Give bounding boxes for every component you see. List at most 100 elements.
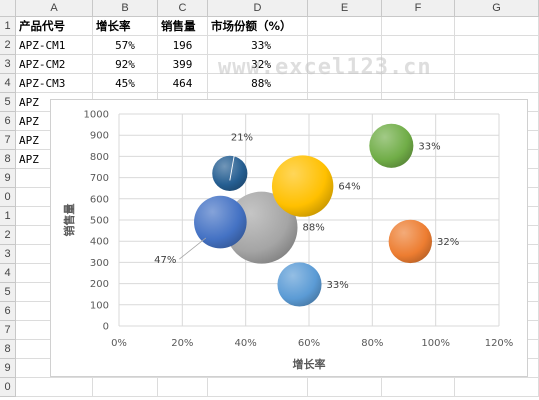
y-tick-label: 300 bbox=[90, 258, 109, 269]
row-header[interactable]: 0 bbox=[0, 378, 16, 397]
row-header[interactable]: 9 bbox=[0, 169, 16, 188]
data-label: 88% bbox=[303, 223, 325, 234]
leader-line bbox=[179, 237, 207, 260]
data-cell[interactable]: APZ-CM1 bbox=[16, 36, 93, 55]
data-cell[interactable]: 33% bbox=[208, 36, 308, 55]
empty-cell[interactable] bbox=[16, 378, 93, 397]
data-label: 21% bbox=[231, 132, 253, 143]
x-axis-ticks: 0% 20% 40% 60% 80% 100% 120% bbox=[111, 338, 513, 349]
data-cell[interactable]: 88% bbox=[208, 74, 308, 93]
data-label: 33% bbox=[327, 280, 349, 291]
data-cell[interactable]: 399 bbox=[158, 55, 208, 74]
empty-cell[interactable] bbox=[93, 378, 158, 397]
data-cell[interactable]: 196 bbox=[158, 36, 208, 55]
empty-cell[interactable] bbox=[382, 74, 455, 93]
header-cell[interactable]: 增长率 bbox=[93, 17, 158, 36]
bubble[interactable] bbox=[225, 191, 298, 264]
empty-cell[interactable] bbox=[455, 74, 539, 93]
bubble[interactable] bbox=[369, 123, 414, 168]
empty-cell[interactable] bbox=[382, 55, 455, 74]
x-tick-label: 20% bbox=[171, 338, 193, 349]
row-header[interactable]: 0 bbox=[0, 188, 16, 207]
x-tick-label: 0% bbox=[111, 338, 127, 349]
chart-canvas: 0 100 200 300 400 500 600 700 800 900 1000 0% 20% 40… bbox=[62, 110, 513, 372]
x-tick-label: 100% bbox=[421, 338, 450, 349]
bubbles bbox=[194, 123, 433, 307]
row-header[interactable]: 7 bbox=[0, 321, 16, 340]
empty-cell[interactable] bbox=[308, 17, 382, 36]
y-tick-label: 0 bbox=[103, 322, 109, 333]
row-header[interactable]: 9 bbox=[0, 359, 16, 378]
column-header-d[interactable]: D bbox=[208, 0, 308, 17]
row-header[interactable]: 1 bbox=[0, 207, 16, 226]
row-header[interactable]: 5 bbox=[0, 283, 16, 302]
row-header[interactable]: 1 bbox=[0, 17, 16, 36]
data-cell[interactable]: APZ-CM3 bbox=[16, 74, 93, 93]
data-label: 32% bbox=[437, 237, 459, 248]
y-tick-label: 500 bbox=[90, 216, 109, 227]
row-header[interactable]: 4 bbox=[0, 74, 16, 93]
select-all-corner[interactable] bbox=[0, 0, 16, 17]
column-header-b[interactable]: B bbox=[93, 0, 158, 17]
data-cell[interactable]: 32% bbox=[208, 55, 308, 74]
bubble[interactable] bbox=[194, 195, 247, 249]
empty-cell[interactable] bbox=[308, 74, 382, 93]
bubble[interactable] bbox=[388, 219, 433, 264]
x-axis-title: 增长率 bbox=[293, 357, 326, 371]
empty-cell[interactable] bbox=[382, 17, 455, 36]
row-header[interactable]: 4 bbox=[0, 264, 16, 283]
data-cell[interactable]: 57% bbox=[93, 36, 158, 55]
column-header-e[interactable]: E bbox=[308, 0, 382, 17]
empty-cell[interactable] bbox=[308, 378, 382, 397]
bubble[interactable] bbox=[271, 155, 334, 217]
data-cell[interactable]: APZ-CM2 bbox=[16, 55, 93, 74]
column-header-f[interactable]: F bbox=[382, 0, 455, 17]
empty-cell[interactable] bbox=[308, 55, 382, 74]
row-header[interactable]: 2 bbox=[0, 226, 16, 245]
header-cell[interactable]: 销售量 bbox=[158, 17, 208, 36]
empty-cell[interactable] bbox=[455, 17, 539, 36]
row-header[interactable]: 8 bbox=[0, 340, 16, 359]
data-cell[interactable]: 45% bbox=[93, 74, 158, 93]
x-tick-label: 120% bbox=[485, 338, 514, 349]
row-header[interactable]: 3 bbox=[0, 55, 16, 74]
empty-cell[interactable] bbox=[382, 378, 455, 397]
data-label: 33% bbox=[418, 141, 440, 152]
watermark: www.excel123.cn bbox=[218, 55, 432, 80]
empty-cell[interactable] bbox=[208, 378, 308, 397]
x-tick-label: 80% bbox=[361, 338, 383, 349]
y-tick-label: 700 bbox=[90, 173, 109, 184]
y-tick-label: 200 bbox=[90, 279, 109, 290]
y-tick-label: 600 bbox=[90, 194, 109, 205]
empty-cell[interactable] bbox=[455, 378, 539, 397]
y-tick-label: 1000 bbox=[84, 110, 109, 121]
leader-line bbox=[229, 146, 237, 181]
column-header-c[interactable]: C bbox=[158, 0, 208, 17]
row-header[interactable]: 8 bbox=[0, 150, 16, 169]
bubble[interactable] bbox=[212, 155, 248, 191]
y-axis-title: 销售量 bbox=[62, 204, 76, 237]
row-header[interactable]: 7 bbox=[0, 131, 16, 150]
bubble-chart[interactable]: 0 100 200 300 400 500 600 700 800 900 1000 0% 20% 40… bbox=[50, 99, 528, 377]
x-tick-label: 60% bbox=[298, 338, 320, 349]
row-header[interactable]: 3 bbox=[0, 245, 16, 264]
data-label: 64% bbox=[338, 182, 360, 193]
data-cell[interactable]: 464 bbox=[158, 74, 208, 93]
row-header[interactable]: 5 bbox=[0, 93, 16, 112]
empty-cell[interactable] bbox=[308, 36, 382, 55]
row-header[interactable]: 6 bbox=[0, 112, 16, 131]
empty-cell[interactable] bbox=[455, 36, 539, 55]
x-tick-label: 40% bbox=[235, 338, 257, 349]
column-header-a[interactable]: A bbox=[16, 0, 93, 17]
column-header-g[interactable]: G bbox=[455, 0, 539, 17]
data-cell[interactable]: 92% bbox=[93, 55, 158, 74]
empty-cell[interactable] bbox=[158, 378, 208, 397]
header-cell[interactable]: 市场份额（%） bbox=[208, 17, 308, 36]
header-cell[interactable]: 产品代号 bbox=[16, 17, 93, 36]
empty-cell[interactable] bbox=[382, 36, 455, 55]
row-header[interactable]: 2 bbox=[0, 36, 16, 55]
y-tick-label: 900 bbox=[90, 131, 109, 142]
row-header[interactable]: 6 bbox=[0, 302, 16, 321]
empty-cell[interactable] bbox=[455, 55, 539, 74]
bubble[interactable] bbox=[277, 262, 322, 307]
